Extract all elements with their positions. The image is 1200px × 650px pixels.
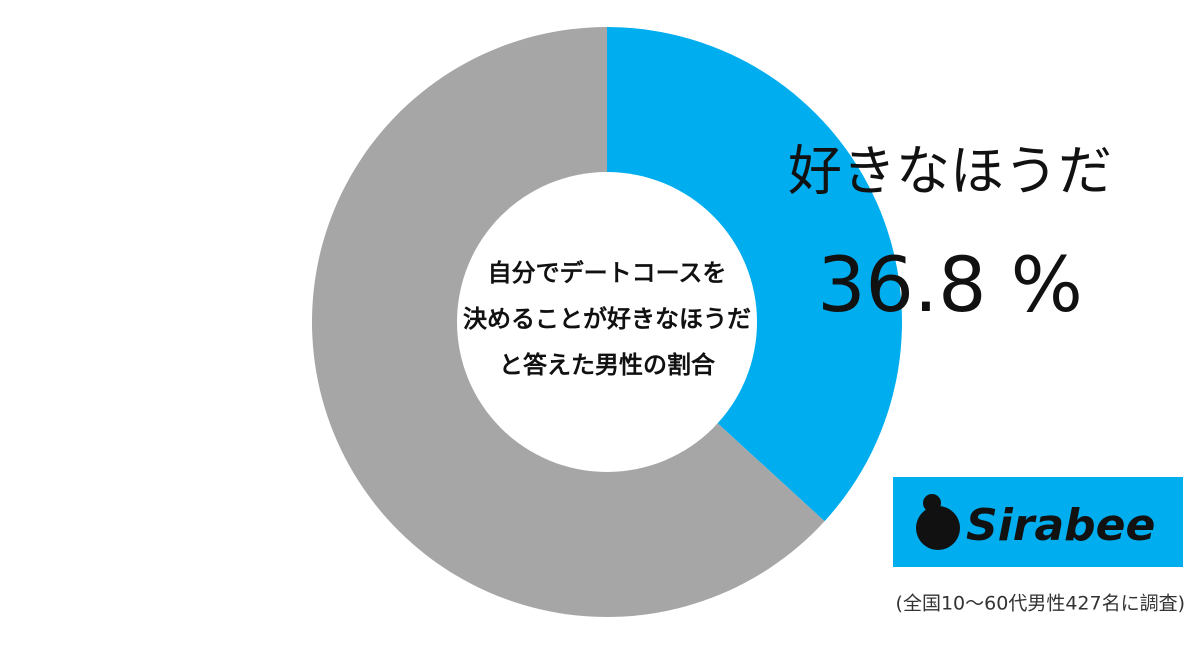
note: (全国10〜60代男性427名に調査)	[896, 593, 1185, 615]
donut-hole	[457, 172, 757, 472]
logo-icon	[916, 506, 960, 550]
center-line: 自分でデートコースを	[488, 259, 727, 287]
value-label: 36.8 %	[817, 240, 1083, 329]
slice-label: 好きなほうだ	[788, 140, 1112, 203]
logo-icon-head	[923, 494, 941, 512]
logo-text: Sirabee	[966, 500, 1155, 551]
center-line: と答えた男性の割合	[499, 351, 716, 379]
slice-labels: 好きなほうだ 36.8 %	[788, 140, 1112, 329]
center-line: 決めることが好きなほうだ	[463, 305, 751, 333]
slice	[607, 27, 902, 522]
